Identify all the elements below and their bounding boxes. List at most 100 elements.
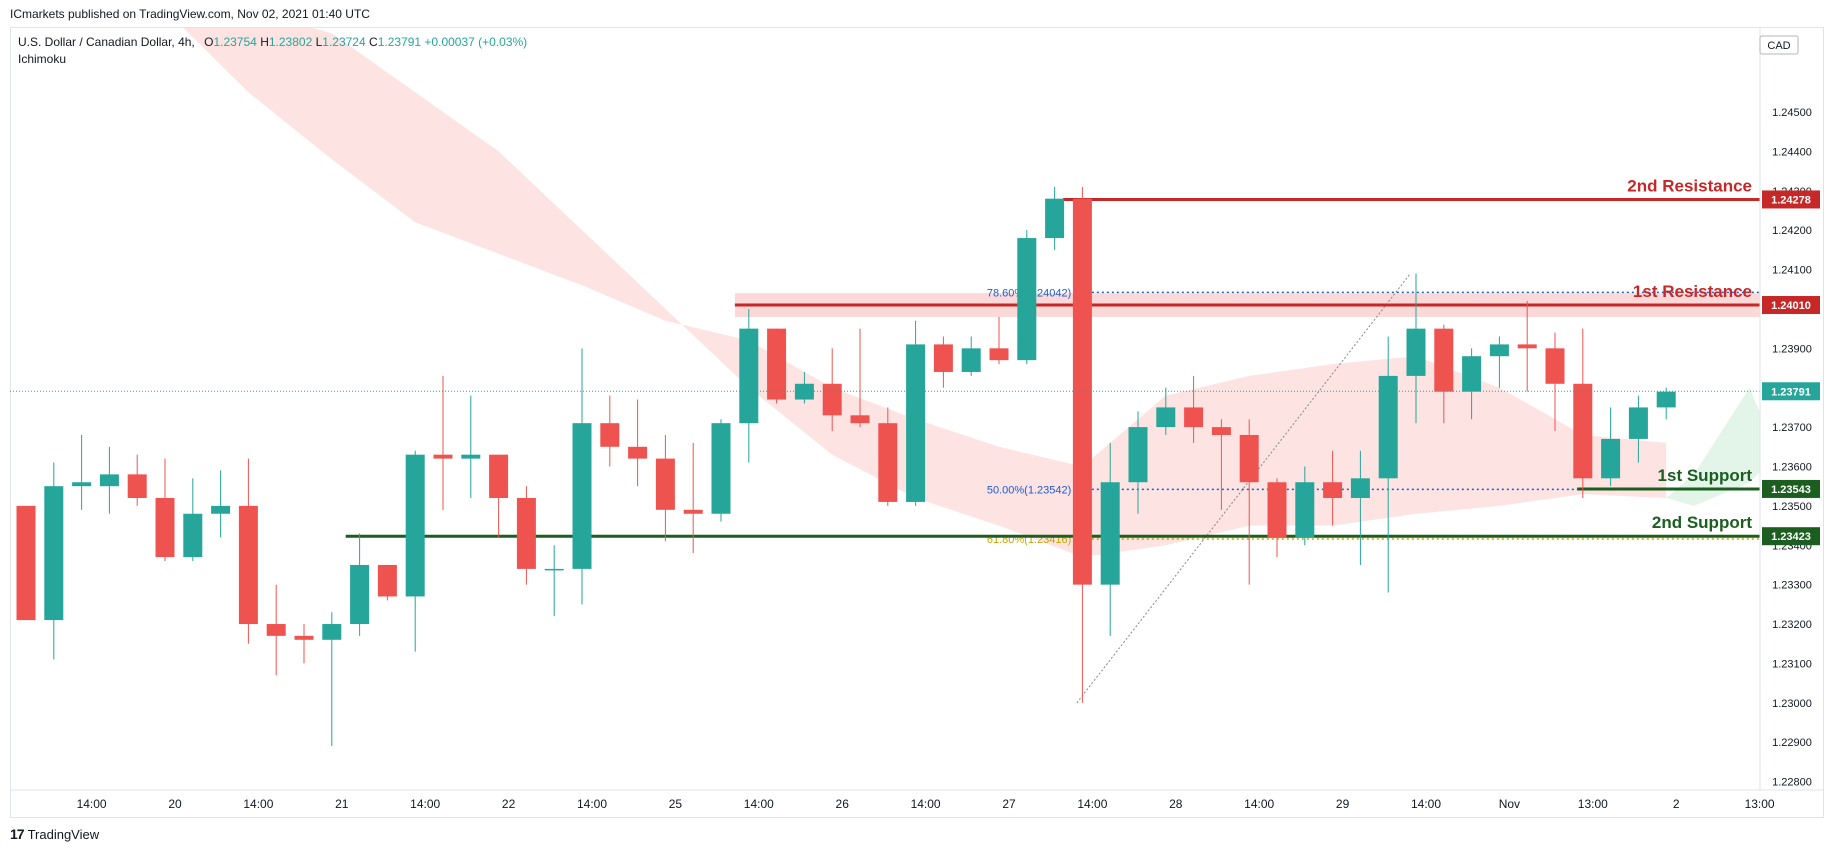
candle [377,564,397,601]
candle-body [155,498,175,558]
candle-body [405,454,425,597]
candle [1072,186,1092,703]
candle-body [433,454,453,459]
price-tick-label: 1.23100 [1772,658,1812,670]
candle [933,336,953,388]
price-flag-label: 1.23423 [1771,531,1811,543]
candle [1601,407,1621,487]
time-axis: 14:00 20 14:00 21 14:00 22 14:00 25 14:00 26 14:00… [10,789,1824,811]
price-flag [1762,527,1820,546]
candle-body [822,383,842,416]
price-tick-label: 1.22900 [1772,737,1812,749]
candle-body [906,344,926,502]
currency-label: CAD [1767,40,1790,52]
candle-body [600,423,620,447]
cloud-bullish-area [1666,387,1760,506]
candle [711,419,731,522]
change-value: +0.00037 (+0.03%) [424,35,528,49]
candle [572,348,592,605]
chart-frame[interactable] [10,27,1824,818]
time-tick-label: 26 [836,797,850,811]
candle [1239,419,1259,585]
candle-body [1211,427,1231,435]
candle-body [683,509,703,514]
price-tick-label: 1.23500 [1772,501,1812,513]
candle [1545,332,1565,432]
candle-body [1517,344,1537,349]
candle-body [1378,375,1398,479]
candlesticks [10,186,1760,747]
time-tick-label: 25 [669,797,683,811]
price-flag [1762,382,1820,401]
candle [794,371,814,404]
candle-body [266,624,286,636]
candle-body [1601,438,1621,479]
time-tick-label: 14:00 [577,797,607,811]
candle [1573,328,1593,499]
candle-body [572,423,592,569]
candle-body [767,328,787,400]
candle-body [1045,198,1065,239]
symbol-name[interactable]: U.S. Dollar / Canadian Dollar, 4h, [18,35,195,49]
candle [1406,273,1426,424]
candle [1517,301,1537,392]
candle [600,395,620,467]
time-tick-label: 13:00 [1578,797,1608,811]
fib-level-label: 50.00%(1.23542) [987,484,1071,496]
candle-body [1017,238,1037,361]
candle [850,328,870,428]
candle [238,458,258,644]
time-tick-label: 29 [1336,797,1350,811]
candle-body [1406,328,1426,376]
open-value: 1.23754 [213,35,257,49]
candle-body [72,482,92,487]
candle-body [16,505,36,621]
candle [322,612,342,747]
time-tick-label: 20 [168,797,182,811]
tradingview-logo[interactable]: 17 TradingView [10,826,99,842]
indicator-name[interactable]: Ichimoku [18,52,67,66]
time-tick-label: 2 [1673,797,1680,811]
price-flag [1762,296,1820,315]
candle-body [544,568,564,571]
candle [1128,411,1148,514]
price-flag-label: 1.23543 [1771,484,1811,496]
candle-body [1545,348,1565,384]
candle [72,434,92,510]
price-tick-label: 1.23900 [1772,343,1812,355]
level-name: 2nd Support [1652,513,1752,532]
candle-body [1489,344,1509,357]
time-tick-label: 13:00 [1745,797,1775,811]
candle [461,395,481,499]
candle-body [1072,198,1092,585]
candle-body [1628,407,1648,439]
candle-body [350,564,370,625]
candle-body [294,635,314,640]
candle-body [1267,482,1287,538]
price-tick-label: 1.24100 [1772,265,1812,277]
candle-body [99,474,119,487]
candle-body [238,505,258,625]
candle-body [850,415,870,424]
price-axis: CAD 1.22800 1.22900 1.23000 1.23100 1.23200 1.… [1759,28,1820,790]
ohlc-values: O1.23754 H1.23802 L1.23724 C1.23791 +0.0… [204,35,528,49]
candle [266,584,286,676]
candle [822,348,842,432]
price-flag-label: 1.23791 [1771,386,1811,398]
candle [1350,450,1370,565]
price-tick-label: 1.23600 [1772,461,1812,473]
candle [1295,466,1315,546]
candle-body [183,513,203,558]
price-tick-label: 1.23000 [1772,698,1812,710]
candle [44,462,64,660]
fib-trendline [1076,273,1411,704]
candle-body [628,446,648,459]
level-name: 1st Support [1658,466,1753,485]
candle-body [1656,391,1676,408]
candle [99,446,119,514]
candle [516,486,536,585]
candle [961,336,981,376]
candle [405,450,425,652]
candle-body [1128,427,1148,483]
